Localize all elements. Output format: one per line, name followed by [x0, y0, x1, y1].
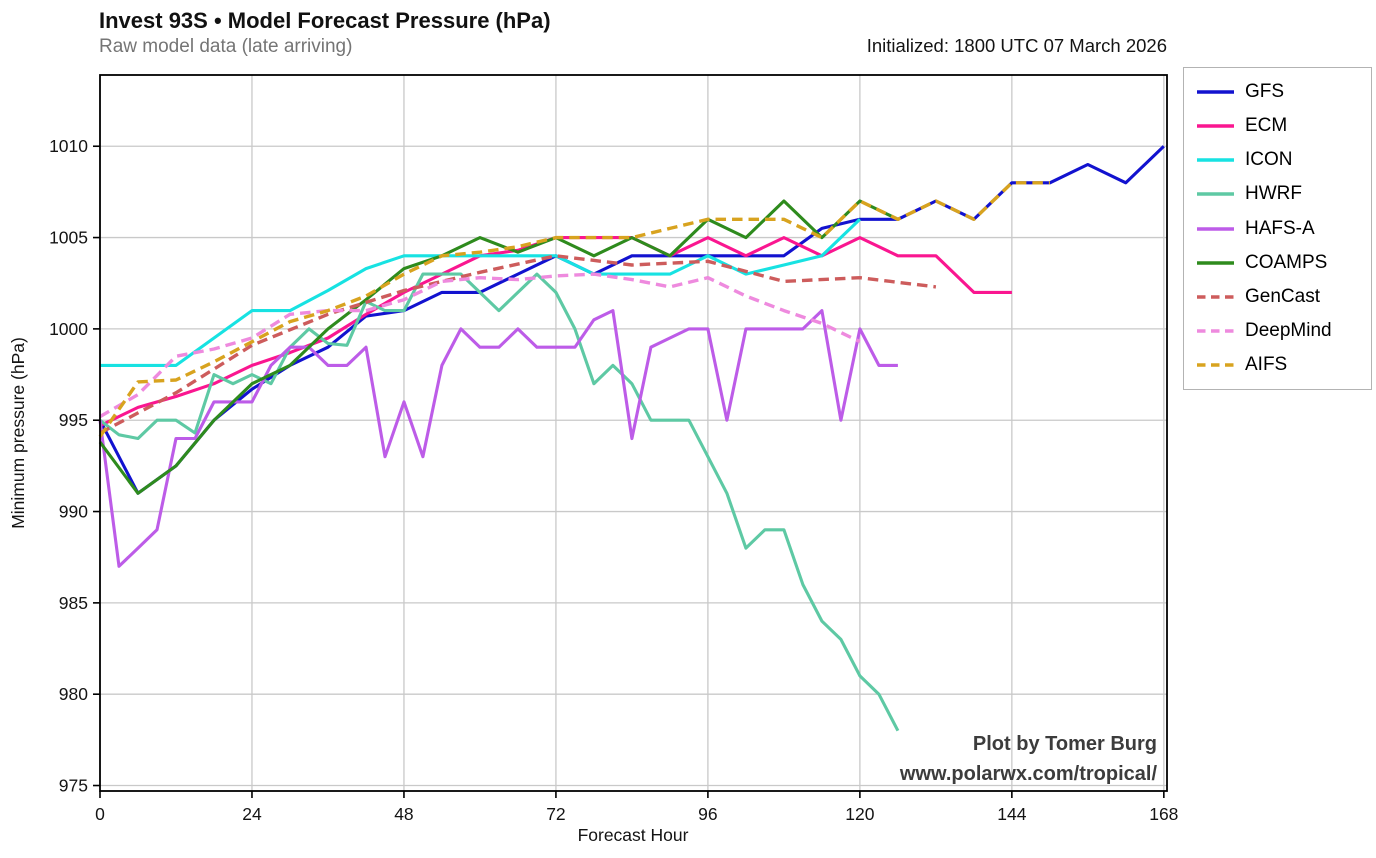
- series-lines: [98, 145, 1165, 732]
- legend-swatch-hwrf: [1197, 192, 1234, 197]
- series-line-gfs: [98, 145, 1165, 495]
- y-tick-label: 995: [59, 410, 88, 430]
- x-tick-label: 24: [242, 804, 262, 824]
- legend-swatch-gencast: [1197, 294, 1234, 299]
- legend-swatch-coamps: [1197, 260, 1234, 265]
- x-tick-label: 0: [95, 804, 105, 824]
- x-tick-label: 48: [394, 804, 413, 824]
- gridlines: [99, 75, 1167, 791]
- tick-labels: 0 24 48 72 96 120 144 168 975 980 985 990 995 1000 100…: [49, 136, 1178, 824]
- x-tick-label: 72: [546, 804, 565, 824]
- y-tick-label: 985: [59, 593, 88, 613]
- legend-label-gencast: GenCast: [1245, 285, 1320, 307]
- legend-item-hafs-a: HAFS-A: [1197, 217, 1358, 241]
- y-tick-label: 975: [59, 776, 88, 796]
- x-axis-title: Forecast Hour: [578, 825, 689, 845]
- page-subtitle: Raw model data (late arriving): [99, 36, 352, 57]
- legend-item-aifs: AIFS: [1197, 353, 1358, 377]
- x-tick-label: 120: [845, 804, 874, 824]
- series-line-gencast: [99, 254, 937, 435]
- legend-label-hwrf: HWRF: [1245, 183, 1302, 205]
- legend-item-coamps: COAMPS: [1197, 251, 1358, 275]
- legend-item-icon: ICON: [1197, 148, 1358, 172]
- legend-item-hwrf: HWRF: [1197, 182, 1358, 206]
- legend-swatch-icon: [1197, 158, 1234, 163]
- y-tick-label: 980: [59, 684, 88, 704]
- series-line-coamps: [98, 199, 899, 495]
- legend-item-deepmind: DeepMind: [1197, 319, 1358, 343]
- y-tick-label: 990: [59, 502, 88, 522]
- legend-label-gfs: GFS: [1245, 81, 1285, 102]
- legend-swatch-gfs: [1197, 90, 1234, 94]
- legend-item-gencast: GenCast: [1197, 285, 1358, 309]
- watermark-url: www.polarwx.com/tropical/: [899, 763, 1158, 785]
- legend-swatch-hafs-a: [1197, 226, 1234, 231]
- plot-border: [99, 74, 1168, 792]
- legend-label-hafs-a: HAFS-A: [1245, 217, 1315, 239]
- watermark-author: Plot by Tomer Burg: [973, 733, 1157, 755]
- legend-swatch-ecm: [1197, 124, 1234, 128]
- legend-label-coamps: COAMPS: [1245, 251, 1328, 273]
- legend-label-deepmind: DeepMind: [1245, 319, 1332, 341]
- legend-swatch-deepmind: [1197, 329, 1234, 333]
- x-tick-label: 144: [997, 804, 1026, 824]
- legend-swatch-aifs: [1197, 363, 1234, 367]
- legend: GFS ECM ICON HWRF HAFS-A COAMPS GenCast DeepMin…: [1183, 67, 1372, 390]
- x-tick-label: 168: [1149, 804, 1178, 824]
- page-title: Invest 93S • Model Forecast Pressure (hP…: [99, 8, 551, 33]
- series-line-icon: [100, 218, 861, 367]
- y-tick-label: 1000: [49, 319, 88, 339]
- series-line-deepmind: [99, 272, 861, 419]
- x-tick-label: 96: [698, 804, 717, 824]
- initialized-timestamp: Initialized: 1800 UTC 07 March 2026: [867, 35, 1167, 56]
- legend-label-ecm: ECM: [1245, 115, 1288, 137]
- legend-label-aifs: AIFS: [1245, 354, 1288, 375]
- legend-label-icon: ICON: [1245, 149, 1293, 171]
- axis-ticks: [93, 145, 1165, 798]
- y-tick-label: 1010: [49, 136, 88, 156]
- y-tick-label: 1005: [49, 228, 88, 248]
- series-line-hwrf: [99, 272, 900, 732]
- legend-item-ecm: ECM: [1197, 114, 1358, 138]
- series-line-aifs: [98, 181, 1050, 438]
- y-axis-title: Minimum pressure (hPa): [8, 337, 28, 529]
- legend-item-gfs: GFS: [1197, 80, 1358, 104]
